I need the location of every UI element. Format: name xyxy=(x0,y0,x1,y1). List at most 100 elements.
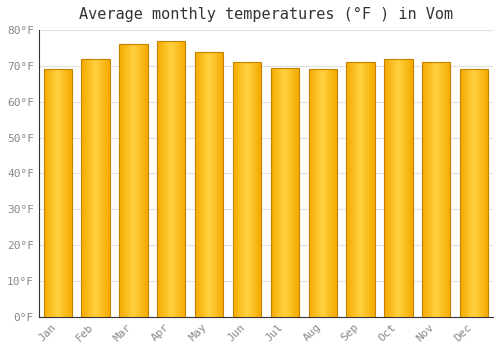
Bar xyxy=(247,62,248,317)
Bar xyxy=(206,51,208,317)
Bar xyxy=(90,59,91,317)
Bar xyxy=(486,70,488,317)
Bar xyxy=(437,62,438,317)
Bar xyxy=(69,70,70,317)
Bar xyxy=(364,62,366,317)
Bar xyxy=(242,62,243,317)
Bar xyxy=(357,62,358,317)
Bar xyxy=(281,68,282,317)
Bar xyxy=(422,62,450,317)
Bar xyxy=(438,62,439,317)
Bar xyxy=(352,62,353,317)
Bar xyxy=(128,44,130,317)
Bar xyxy=(177,41,178,317)
Bar xyxy=(121,44,122,317)
Bar xyxy=(70,70,71,317)
Bar xyxy=(445,62,446,317)
Bar xyxy=(164,41,166,317)
Bar xyxy=(166,41,168,317)
Bar xyxy=(82,59,84,317)
Bar xyxy=(184,41,186,317)
Bar xyxy=(407,59,408,317)
Bar xyxy=(139,44,140,317)
Bar xyxy=(336,70,337,317)
Bar xyxy=(94,59,96,317)
Bar xyxy=(168,41,170,317)
Bar xyxy=(107,59,108,317)
Bar xyxy=(390,59,391,317)
Bar xyxy=(386,59,387,317)
Bar xyxy=(87,59,88,317)
Bar xyxy=(394,59,396,317)
Bar xyxy=(320,70,321,317)
Bar xyxy=(298,68,299,317)
Bar xyxy=(248,62,249,317)
Bar xyxy=(392,59,394,317)
Bar xyxy=(313,70,314,317)
Bar xyxy=(427,62,428,317)
Bar xyxy=(373,62,374,317)
Bar xyxy=(52,70,53,317)
Bar xyxy=(444,62,445,317)
Bar xyxy=(49,70,50,317)
Bar xyxy=(172,41,173,317)
Bar xyxy=(270,68,272,317)
Bar xyxy=(249,62,250,317)
Bar xyxy=(368,62,369,317)
Bar xyxy=(446,62,448,317)
Bar xyxy=(297,68,298,317)
Bar xyxy=(319,70,320,317)
Bar xyxy=(426,62,427,317)
Bar xyxy=(463,70,464,317)
Bar xyxy=(64,70,66,317)
Bar xyxy=(260,62,261,317)
Bar xyxy=(245,62,246,317)
Bar xyxy=(125,44,126,317)
Bar xyxy=(370,62,371,317)
Bar xyxy=(233,62,234,317)
Bar xyxy=(209,51,210,317)
Bar xyxy=(348,62,349,317)
Bar xyxy=(321,70,322,317)
Bar xyxy=(346,62,375,317)
Bar xyxy=(48,70,49,317)
Bar xyxy=(436,62,437,317)
Bar xyxy=(119,44,148,317)
Bar xyxy=(272,68,274,317)
Bar xyxy=(290,68,292,317)
Bar xyxy=(308,70,337,317)
Bar xyxy=(51,70,52,317)
Bar xyxy=(102,59,103,317)
Bar xyxy=(424,62,425,317)
Bar xyxy=(481,70,482,317)
Bar xyxy=(389,59,390,317)
Bar xyxy=(174,41,175,317)
Bar xyxy=(403,59,404,317)
Bar xyxy=(106,59,107,317)
Bar xyxy=(105,59,106,317)
Bar xyxy=(202,51,203,317)
Bar xyxy=(335,70,336,317)
Bar xyxy=(123,44,124,317)
Bar xyxy=(132,44,134,317)
Bar xyxy=(143,44,144,317)
Bar xyxy=(406,59,407,317)
Bar xyxy=(142,44,143,317)
Bar xyxy=(374,62,375,317)
Bar xyxy=(160,41,161,317)
Bar xyxy=(159,41,160,317)
Bar xyxy=(334,70,335,317)
Bar xyxy=(274,68,276,317)
Bar xyxy=(211,51,212,317)
Bar xyxy=(236,62,238,317)
Bar xyxy=(162,41,163,317)
Bar xyxy=(284,68,285,317)
Bar xyxy=(182,41,184,317)
Bar xyxy=(369,62,370,317)
Bar xyxy=(175,41,176,317)
Bar xyxy=(100,59,102,317)
Bar xyxy=(213,51,214,317)
Bar xyxy=(356,62,357,317)
Bar xyxy=(145,44,146,317)
Bar xyxy=(362,62,364,317)
